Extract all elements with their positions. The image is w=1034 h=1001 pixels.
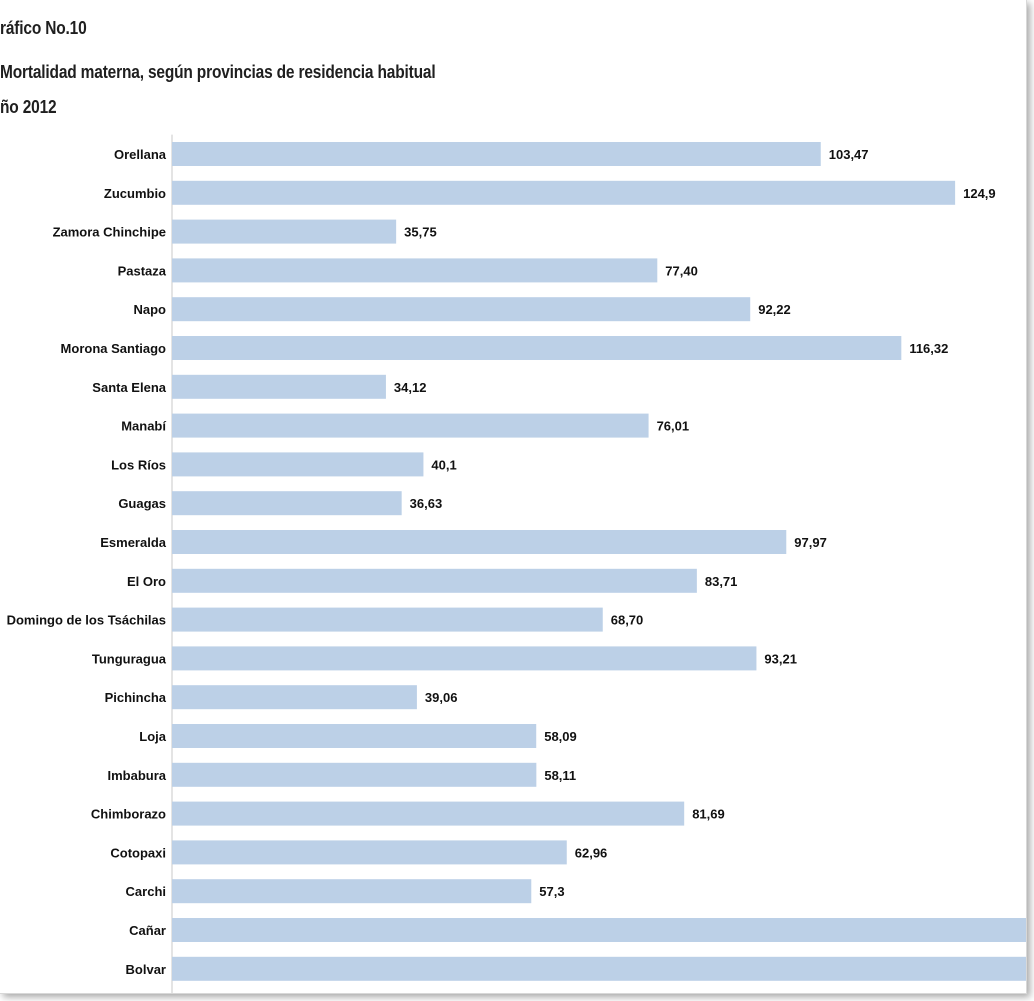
category-label: Loja — [139, 729, 166, 744]
value-label: 92,22 — [758, 302, 791, 317]
category-label: Santa Elena — [92, 380, 166, 395]
category-label: Imbabura — [107, 768, 166, 783]
category-label: Pastaza — [118, 263, 167, 278]
bar — [172, 491, 402, 516]
category-label: Tunguragua — [92, 651, 167, 666]
value-label: 36,63 — [410, 496, 443, 511]
value-label: 34,12 — [394, 380, 427, 395]
category-label: Carchi — [126, 884, 166, 899]
bar — [172, 336, 902, 360]
category-label: Manabí — [121, 419, 166, 434]
category-label: Cañar — [129, 923, 166, 938]
value-label: 57,3 — [539, 884, 564, 899]
value-label: 81,69 — [692, 807, 725, 822]
value-label: 97,97 — [794, 535, 827, 550]
category-label: Domingo de los Tsáchilas — [7, 613, 166, 628]
value-label: 77,40 — [665, 263, 698, 278]
bar — [172, 452, 424, 477]
bar — [172, 374, 386, 399]
bar — [172, 724, 537, 748]
value-label: 83,71 — [705, 574, 738, 589]
value-label: 58,09 — [544, 729, 577, 744]
bar — [172, 840, 567, 865]
category-label: El Oro — [127, 574, 166, 589]
bar — [172, 685, 417, 710]
category-label: Orellana — [114, 147, 167, 162]
chart-title: ráfico No.10 — [0, 18, 87, 38]
bar — [172, 142, 821, 166]
bar — [172, 646, 757, 671]
bar — [172, 297, 751, 322]
bar — [172, 607, 603, 632]
value-label: 58,11 — [544, 768, 576, 783]
bar — [172, 762, 537, 787]
value-label: 39,06 — [425, 690, 458, 705]
bar — [172, 879, 532, 904]
bar — [172, 219, 397, 244]
category-label: Morona Santiago — [61, 341, 167, 356]
bar — [172, 918, 1026, 942]
value-label: 62,96 — [575, 845, 608, 860]
category-label: Zucumbio — [104, 186, 166, 201]
value-label: 93,21 — [764, 651, 797, 666]
category-label: Chimborazo — [91, 807, 166, 822]
value-label: 116,32 — [909, 341, 948, 356]
value-label: 40,1 — [431, 457, 456, 472]
category-label: Napo — [134, 302, 167, 317]
category-label: Esmeralda — [100, 535, 167, 550]
value-label: 76,01 — [657, 419, 690, 434]
category-label: Bolvar — [126, 962, 166, 977]
bar — [172, 530, 787, 554]
value-label: 35,75 — [404, 225, 437, 240]
chart-subtitle: Mortalidad materna, según provincias de … — [0, 62, 436, 82]
chart-subtitle-year: ño 2012 — [0, 97, 57, 117]
category-label: Zamora Chinchipe — [53, 225, 166, 240]
category-label: Cotopaxi — [110, 845, 166, 860]
value-label: 124,9 — [963, 186, 996, 201]
category-label: Pichincha — [105, 690, 167, 705]
bar — [172, 956, 1026, 981]
bar — [172, 568, 697, 593]
category-label: Guagas — [118, 496, 166, 511]
value-label: 68,70 — [611, 613, 644, 628]
bar — [172, 180, 956, 205]
value-label: 103,47 — [829, 147, 869, 162]
category-label: Los Ríos — [111, 457, 166, 472]
bar — [172, 801, 685, 826]
bar — [172, 258, 658, 283]
bar — [172, 413, 649, 438]
